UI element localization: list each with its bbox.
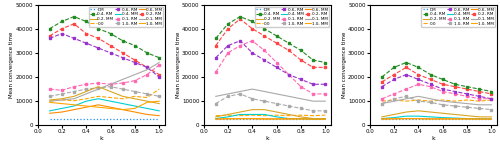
Y-axis label: Mean convergence time: Mean convergence time	[10, 32, 14, 98]
Y-axis label: Mean convergence time: Mean convergence time	[342, 32, 346, 98]
Legend: DM, 0.4, RM, 0.2, MM, 0.0, 0.6, RM, 0.4, MM, 0.1, RM, 1.0, RM, 0.6, MM, 0.2, RM,: DM, 0.4, RM, 0.2, MM, 0.0, 0.6, RM, 0.4,…	[422, 7, 496, 27]
Y-axis label: Mean convergence time: Mean convergence time	[176, 32, 180, 98]
X-axis label: k: k	[266, 136, 270, 141]
Legend: DM, 0.4, RM, 0.2, MM, 0.0, 0.6, RM, 0.4, MM, 0.1, RM, 1.0, RM, 0.6, MM, 0.2, RM,: DM, 0.4, RM, 0.2, MM, 0.0, 0.6, RM, 0.4,…	[255, 7, 330, 27]
Legend: DM, 0.4, RM, 0.2, MM, 0.0, 0.6, RM, 0.4, MM, 0.1, RM, 1.0, RM, 0.6, MM, 0.2, RM,: DM, 0.4, RM, 0.2, MM, 0.0, 0.6, RM, 0.4,…	[89, 7, 163, 27]
X-axis label: k: k	[100, 136, 103, 141]
X-axis label: k: k	[432, 136, 436, 141]
